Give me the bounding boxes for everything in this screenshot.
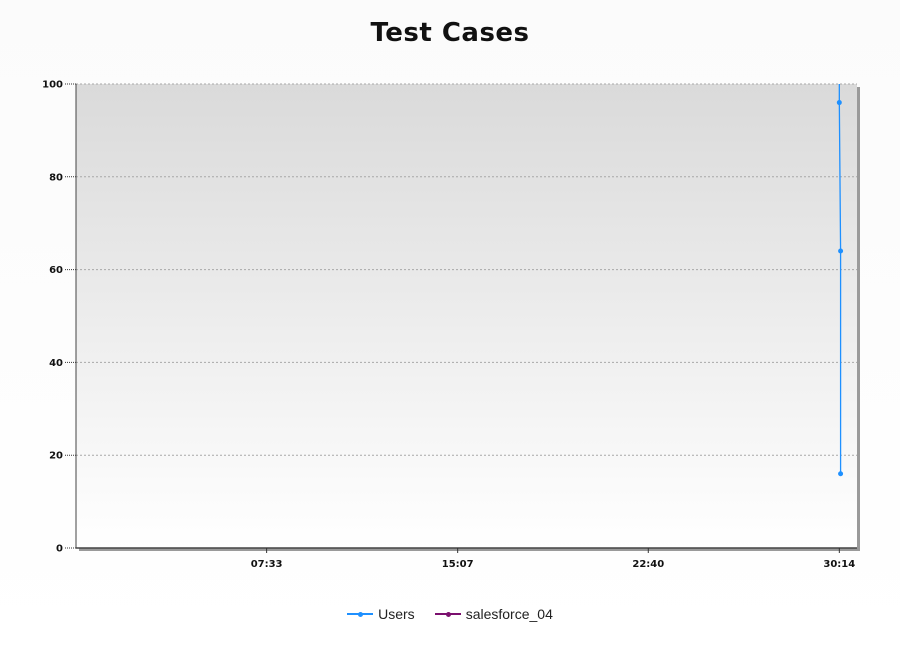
plot-area	[76, 84, 857, 548]
y-tick-label: 0	[56, 544, 63, 555]
x-tick-label: 30:14	[823, 559, 855, 570]
legend-item-users[interactable]: Users	[347, 606, 415, 622]
data-point	[838, 248, 844, 254]
data-point	[838, 471, 844, 477]
y-tick-label: 100	[42, 80, 63, 91]
x-tick-label: 22:40	[632, 559, 664, 570]
chart-legend: Users salesforce_04	[0, 606, 900, 622]
legend-label-salesforce-04: salesforce_04	[465, 606, 553, 622]
legend-swatch-users	[347, 611, 374, 617]
x-tick-label: 07:33	[251, 559, 283, 570]
legend-item-salesforce-04[interactable]: salesforce_04	[434, 606, 553, 622]
legend-label-users: Users	[378, 606, 415, 622]
chart-title: Test Cases	[370, 18, 530, 48]
y-tick-label: 80	[49, 172, 63, 183]
y-tick-label: 60	[49, 265, 63, 276]
series-line-0	[838, 84, 842, 474]
y-tick-label: 40	[49, 358, 63, 369]
x-tick-label: 15:07	[442, 559, 474, 570]
legend-dot-users	[358, 611, 364, 617]
legend-dot-salesforce-04	[445, 611, 451, 617]
legend-swatch-salesforce-04	[434, 611, 461, 617]
y-tick-label: 20	[49, 451, 63, 462]
data-point	[836, 100, 842, 106]
